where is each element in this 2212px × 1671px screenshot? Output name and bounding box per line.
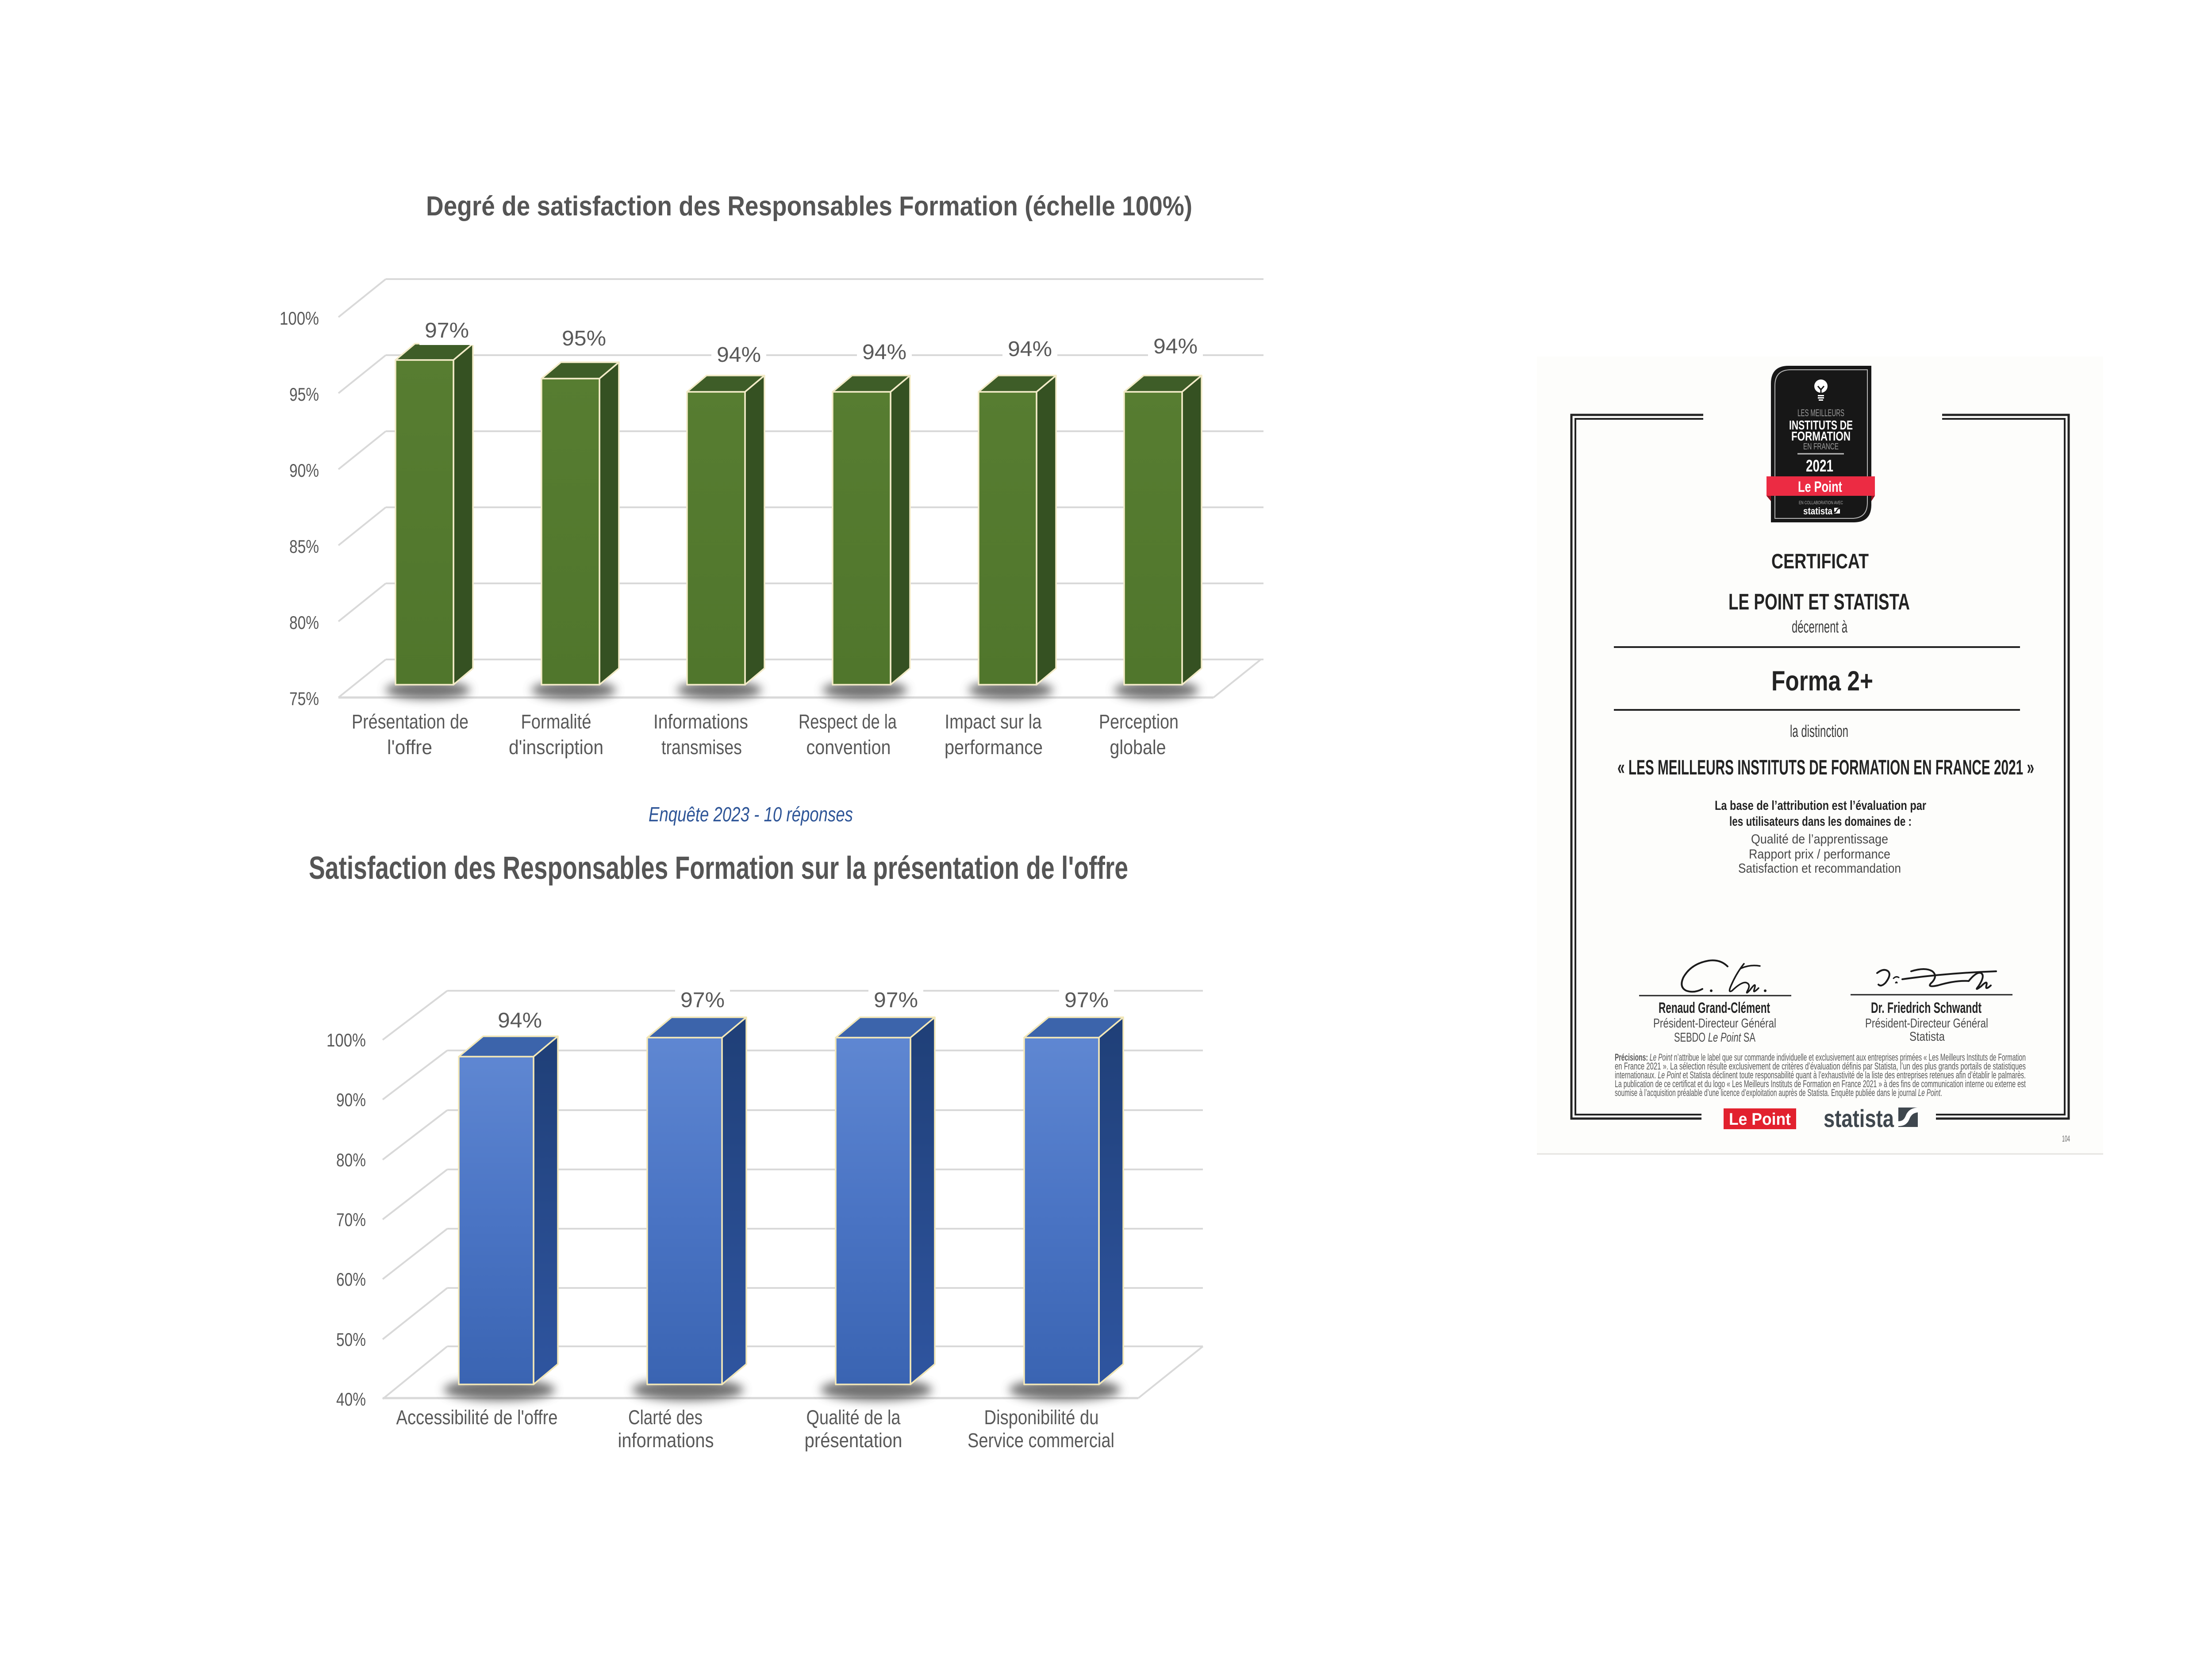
svg-text:104: 104 (2062, 1134, 2070, 1144)
svg-text:d'inscription: d'inscription (509, 736, 603, 759)
svg-text:INSTITUTS DE: INSTITUTS DE (1789, 418, 1853, 433)
svg-text:50%: 50% (336, 1329, 366, 1350)
svg-text:transmises: transmises (661, 736, 742, 759)
svg-text:97%: 97% (1064, 989, 1109, 1012)
svg-text:Le Point: Le Point (1798, 479, 1842, 495)
svg-text:« LES MEILLEURS INSTITUTS DE F: « LES MEILLEURS INSTITUTS DE FORMATION E… (1617, 755, 2034, 779)
svg-text:94%: 94% (862, 341, 906, 364)
svg-text:Degré de satisfaction des Resp: Degré de satisfaction des Responsables F… (426, 191, 1192, 222)
svg-text:Enquête 2023 - 10 réponses: Enquête 2023 - 10 réponses (649, 803, 853, 826)
svg-text:75%: 75% (289, 688, 319, 709)
svg-text:FORMATION: FORMATION (1791, 429, 1851, 444)
svg-text:Satisfaction des Responsables: Satisfaction des Responsables Formation … (309, 851, 1128, 886)
svg-text:globale: globale (1110, 736, 1166, 759)
svg-text:statista: statista (1824, 1104, 1894, 1132)
svg-text:Présentation de: Présentation de (352, 710, 469, 733)
svg-text:Forma 2+: Forma 2+ (1771, 666, 1873, 697)
svg-text:94%: 94% (1008, 337, 1052, 361)
svg-text:Perception: Perception (1099, 710, 1179, 733)
svg-text:performance: performance (945, 736, 1043, 759)
svg-text:Formalité: Formalité (521, 710, 591, 733)
svg-text:Dr. Friedrich Schwandt: Dr. Friedrich Schwandt (1871, 1000, 1982, 1016)
svg-text:97%: 97% (874, 989, 918, 1012)
svg-text:Respect de la: Respect de la (799, 710, 897, 733)
svg-text:présentation: présentation (805, 1429, 902, 1452)
svg-text:informations: informations (618, 1429, 714, 1452)
svg-text:SEBDO Le Point SA: SEBDO Le Point SA (1674, 1031, 1755, 1045)
svg-text:95%: 95% (289, 384, 319, 405)
svg-text:statista: statista (1803, 506, 1833, 517)
svg-text:LES MEILLEURS: LES MEILLEURS (1797, 407, 1844, 418)
svg-text:soumise à l’acquisition préala: soumise à l’acquisition préalable d’une … (1615, 1087, 1942, 1098)
svg-text:80%: 80% (336, 1150, 366, 1170)
svg-text:Accessibilité de l'offre: Accessibilité de l'offre (396, 1406, 558, 1429)
svg-text:85%: 85% (289, 536, 319, 557)
svg-text:Qualité de la: Qualité de la (806, 1406, 901, 1429)
svg-text:94%: 94% (717, 343, 761, 367)
svg-text:La publication de ce certifica: La publication de ce certificat et du lo… (1615, 1078, 2026, 1089)
svg-text:100%: 100% (326, 1030, 366, 1050)
svg-text:la distinction: la distinction (1790, 722, 1848, 741)
svg-text:100%: 100% (280, 308, 319, 329)
svg-text:95%: 95% (562, 327, 606, 350)
svg-text:Renaud Grand-Clément: Renaud Grand-Clément (1659, 1000, 1770, 1016)
svg-text:EN COLLABORATION AVEC: EN COLLABORATION AVEC (1799, 500, 1843, 506)
svg-text:Qualité de l’apprentissage: Qualité de l’apprentissage (1751, 832, 1888, 847)
svg-text:94%: 94% (1153, 335, 1198, 358)
svg-text:97%: 97% (425, 319, 469, 342)
svg-text:Clarté des: Clarté des (628, 1406, 703, 1429)
svg-text:Satisfaction et recommandation: Satisfaction et recommandation (1738, 861, 1901, 876)
svg-text:2021: 2021 (1806, 457, 1833, 475)
svg-text:90%: 90% (336, 1089, 366, 1110)
svg-text:Statista: Statista (1909, 1030, 1945, 1044)
svg-text:60%: 60% (336, 1269, 366, 1290)
svg-text:les utilisateurs dans les doma: les utilisateurs dans les domaines de : (1729, 814, 1912, 829)
svg-text:Service commercial: Service commercial (968, 1429, 1114, 1452)
svg-text:Disponibilité du: Disponibilité du (984, 1406, 1099, 1429)
svg-text:Informations: Informations (653, 710, 748, 733)
svg-text:Impact sur la: Impact sur la (945, 710, 1042, 733)
svg-text:70%: 70% (336, 1209, 366, 1230)
svg-text:Président-Directeur Général: Président-Directeur Général (1653, 1016, 1776, 1031)
svg-text:Le Point: Le Point (1729, 1110, 1791, 1129)
svg-text:en France 2021 ». La sélection: en France 2021 ». La sélection résulte e… (1615, 1061, 2026, 1072)
svg-text:décernent à: décernent à (1792, 618, 1848, 636)
svg-text:90%: 90% (289, 460, 319, 481)
svg-text:convention: convention (806, 736, 891, 759)
svg-text:40%: 40% (336, 1389, 366, 1410)
svg-text:80%: 80% (289, 612, 319, 633)
svg-text:97%: 97% (680, 989, 725, 1012)
svg-text:l'offre: l'offre (387, 736, 432, 759)
svg-text:94%: 94% (498, 1009, 542, 1032)
svg-text:La base de l’attribution est l: La base de l’attribution est l’évaluatio… (1715, 798, 1926, 813)
svg-text:Rapport prix / performance: Rapport prix / performance (1749, 847, 1890, 862)
svg-text:Précisions: Le Point n’attribu: Précisions: Le Point n’attribue le label… (1615, 1052, 2026, 1063)
svg-text:internationaux. Le Point et St: internationaux. Le Point et Statista déc… (1615, 1069, 2026, 1081)
svg-text:LE POINT ET STATISTA: LE POINT ET STATISTA (1728, 589, 1910, 614)
svg-text:Président-Directeur Général: Président-Directeur Général (1865, 1016, 1988, 1031)
svg-text:CERTIFICAT: CERTIFICAT (1771, 549, 1869, 573)
svg-text:EN FRANCE: EN FRANCE (1803, 442, 1839, 452)
